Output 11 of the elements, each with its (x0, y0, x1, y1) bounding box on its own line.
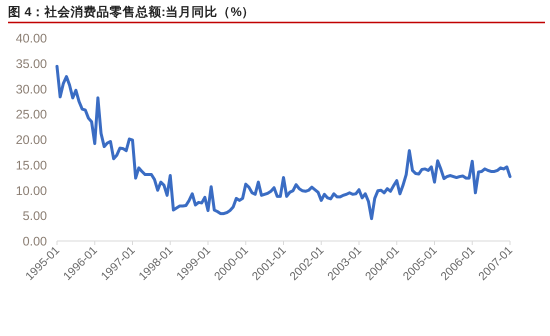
y-tick-label: 15.00 (16, 158, 48, 172)
y-tick-label: 20.00 (16, 133, 48, 147)
y-tick-label: 10.00 (16, 184, 48, 198)
y-tick-label: 40.00 (16, 32, 48, 46)
chart-title: 图 4：社会消费品零售总额:当月同比（%） (8, 4, 255, 19)
y-tick-label: 35.00 (16, 56, 48, 71)
line-series (56, 64, 512, 220)
y-tick-label: 30.00 (16, 82, 48, 96)
y-tick-label: 5.00 (22, 209, 48, 224)
y-tick-label: 0.00 (22, 234, 48, 248)
y-tick-label: 25.00 (16, 108, 48, 122)
